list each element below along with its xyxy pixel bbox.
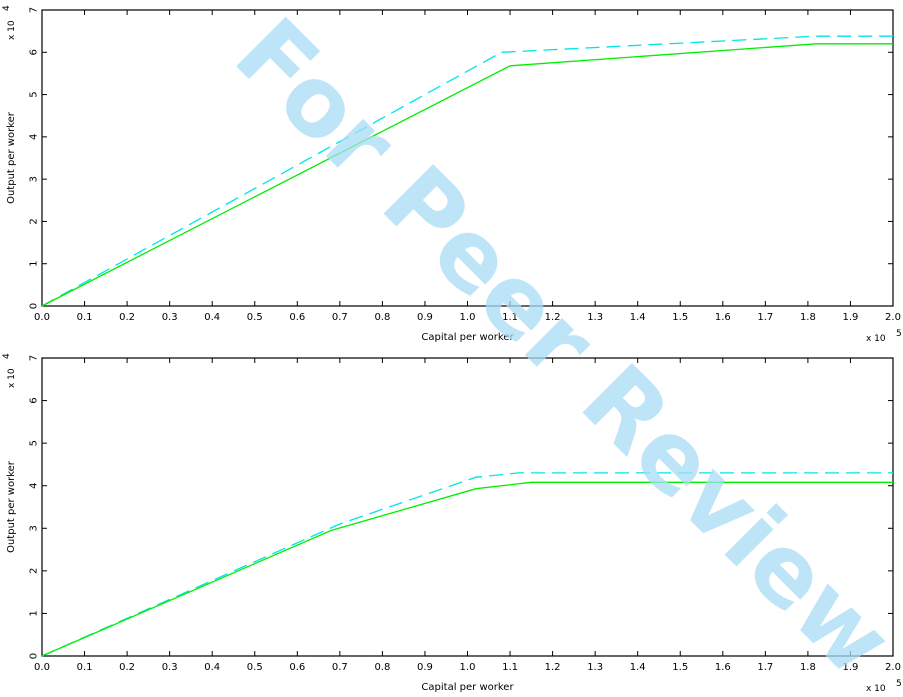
x-tick-label: 1.6	[715, 662, 731, 673]
x-axis-label: Capital per worker	[421, 332, 514, 343]
y-tick-label: 2	[29, 218, 40, 224]
chart-bottom: 0.0 0.1 0.2 0.3 0.4 0.5 0.6 0.7 0.8 0.9 1.0 1.1 1.2 1…	[2, 353, 902, 694]
x-tick-label: 0.6	[289, 312, 305, 323]
y-tick-label: 5	[29, 91, 40, 97]
x-tick-label: 1.4	[630, 312, 646, 323]
x-tick-label: 2.0	[885, 312, 901, 323]
x-tick-label: 0.7	[332, 312, 348, 323]
x-tick-label: 1.2	[545, 312, 561, 323]
series-dashed-line	[41, 35, 893, 307]
y-tick-label: 2	[29, 568, 40, 574]
y-tick-label: 3	[29, 176, 40, 182]
watermark-text: For Peer Review	[214, 0, 903, 697]
x-tick-label: 0.4	[204, 312, 220, 323]
x-tick-label: 0.2	[119, 312, 135, 323]
x-tick-label: 1.0	[460, 662, 476, 673]
x-tick-label: 1.7	[757, 662, 773, 673]
y-tick-label: 5	[29, 440, 40, 446]
x-tick-label: 0.1	[77, 662, 93, 673]
x-tick-label: 2.0	[885, 662, 901, 673]
y-tick-label: 6	[29, 397, 40, 403]
y-axis-label: Output per worker	[6, 460, 17, 553]
x-tick-label: 1.6	[715, 312, 731, 323]
x-tick-label: 0.0	[34, 662, 50, 673]
x-exponent-label: 5	[896, 679, 902, 689]
x-axis-label: Capital per worker	[421, 682, 514, 693]
y-multiplier-label: x 10	[7, 368, 17, 388]
series-solid-line	[41, 481, 893, 657]
y-tick-label: 1	[29, 261, 40, 267]
y-tick-label: 1	[29, 610, 40, 616]
x-tick-label: 0.1	[77, 312, 93, 323]
chart-top: 0.0 0.1 0.2 0.3 0.4 0.5 0.6 0.7 0.8 0.9 1.0 1.1 1.2 1…	[2, 5, 902, 344]
x-tick-label: 0.0	[34, 312, 50, 323]
x-tick-label: 1.4	[630, 662, 646, 673]
x-tick-label: 0.9	[417, 312, 433, 323]
x-tick-label: 1.1	[502, 662, 518, 673]
y-tick-label: 7	[29, 7, 40, 13]
y-tick-label: 0	[29, 303, 40, 309]
x-tick-label: 1.9	[842, 312, 858, 323]
x-tick-label: 0.9	[417, 662, 433, 673]
x-multiplier-label: x 10	[866, 684, 886, 694]
y-axis-label: Output per worker	[6, 111, 17, 204]
x-tick-label: 1.0	[460, 312, 476, 323]
x-tick-label: 0.6	[289, 662, 305, 673]
y-exponent-label: 4	[2, 5, 12, 11]
x-tick-label: 1.9	[842, 662, 858, 673]
series-dashed-line	[41, 472, 893, 657]
y-exponent-label: 4	[2, 353, 12, 359]
y-multiplier-label: x 10	[7, 20, 17, 40]
x-tick-label: 1.1	[502, 312, 518, 323]
x-tick-label: 1.3	[587, 312, 603, 323]
x-tick-label: 1.7	[757, 312, 773, 323]
series-solid-line	[41, 43, 893, 307]
y-tick-label: 0	[29, 653, 40, 659]
x-tick-label: 0.8	[374, 662, 390, 673]
x-tick-label: 0.2	[119, 662, 135, 673]
x-tick-label: 0.3	[162, 662, 178, 673]
y-tick-label: 7	[29, 355, 40, 361]
x-multiplier-label: x 10	[866, 334, 886, 344]
x-tick-label: 1.8	[800, 312, 816, 323]
x-tick-label: 0.8	[374, 312, 390, 323]
y-tick-label: 3	[29, 525, 40, 531]
y-tick-label: 6	[29, 49, 40, 55]
x-tick-label: 1.3	[587, 662, 603, 673]
x-tick-label: 0.4	[204, 662, 220, 673]
x-tick-label: 0.7	[332, 662, 348, 673]
x-tick-label: 1.8	[800, 662, 816, 673]
x-tick-label: 0.5	[247, 662, 263, 673]
x-tick-label: 0.5	[247, 312, 263, 323]
x-tick-label: 1.5	[672, 662, 688, 673]
x-tick-label: 1.5	[672, 312, 688, 323]
x-exponent-label: 5	[896, 329, 902, 339]
x-tick-label: 1.2	[545, 662, 561, 673]
y-tick-label: 4	[29, 134, 40, 140]
y-tick-label: 4	[29, 483, 40, 489]
x-tick-label: 0.3	[162, 312, 178, 323]
